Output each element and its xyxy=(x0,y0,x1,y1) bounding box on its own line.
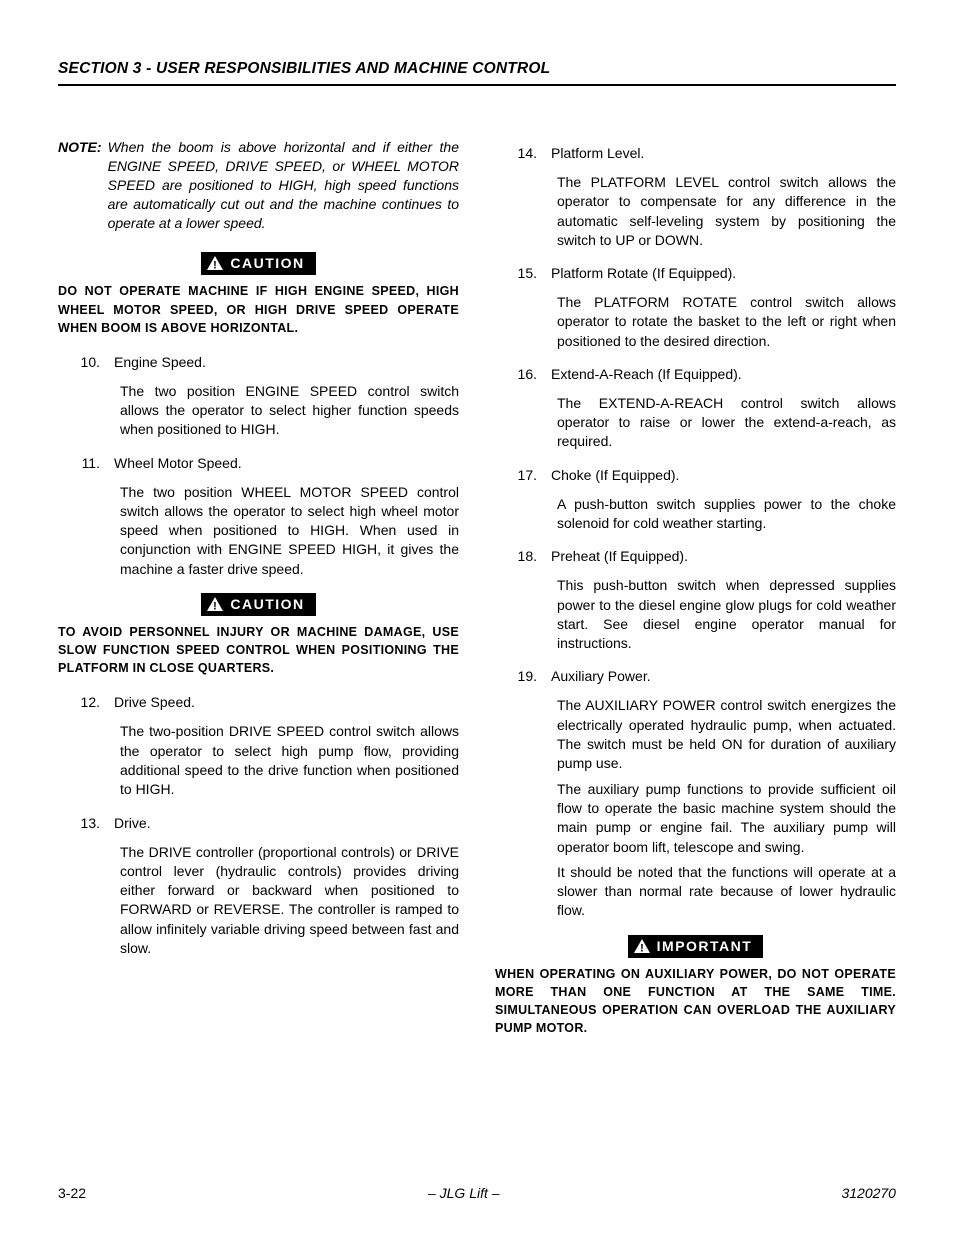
item-12-header: 12. Drive Speed. xyxy=(58,693,459,712)
important-badge: ! IMPORTANT xyxy=(628,935,764,958)
note-block: NOTE: When the boom is above horizontal … xyxy=(58,138,459,232)
item-15-body: The PLATFORM ROTATE control switch allow… xyxy=(495,293,896,351)
item-number: 17. xyxy=(517,466,551,485)
item-19-header: 19. Auxiliary Power. xyxy=(495,667,896,686)
item-number: 10. xyxy=(80,353,114,372)
item-number: 16. xyxy=(517,365,551,384)
important-badge-row: ! IMPORTANT xyxy=(495,935,896,959)
warning-icon: ! xyxy=(206,255,224,271)
item-number: 15. xyxy=(517,264,551,283)
header-rule xyxy=(58,84,896,86)
item-title: Wheel Motor Speed. xyxy=(114,454,459,473)
footer-center: – JLG Lift – xyxy=(428,1185,500,1201)
item-13-body: The DRIVE controller (proportional contr… xyxy=(58,843,459,959)
left-column: NOTE: When the boom is above horizontal … xyxy=(58,138,459,1037)
caution-text-1: DO NOT OPERATE MACHINE IF HIGH ENGINE SP… xyxy=(58,282,459,336)
warning-icon: ! xyxy=(206,596,224,612)
svg-text:!: ! xyxy=(214,260,218,272)
item-19-body-2: The auxiliary pump functions to provide … xyxy=(495,780,896,857)
content-columns: NOTE: When the boom is above horizontal … xyxy=(58,138,896,1037)
item-title: Preheat (If Equipped). xyxy=(551,547,896,566)
item-14-body: The PLATFORM LEVEL control switch allows… xyxy=(495,173,896,250)
section-title: SECTION 3 - USER RESPONSIBILITIES AND MA… xyxy=(58,60,896,78)
item-number: 12. xyxy=(80,693,114,712)
item-title: Auxiliary Power. xyxy=(551,667,896,686)
item-10-header: 10. Engine Speed. xyxy=(58,353,459,372)
important-text: WHEN OPERATING ON AUXILIARY POWER, DO NO… xyxy=(495,965,896,1038)
footer-right: 3120270 xyxy=(841,1185,896,1201)
item-title: Engine Speed. xyxy=(114,353,459,372)
caution-badge: ! CAUTION xyxy=(201,252,315,275)
item-13-header: 13. Drive. xyxy=(58,814,459,833)
item-15-header: 15. Platform Rotate (If Equipped). xyxy=(495,264,896,283)
item-title: Platform Rotate (If Equipped). xyxy=(551,264,896,283)
caution-badge-row-1: ! CAUTION xyxy=(58,252,459,276)
item-number: 14. xyxy=(517,144,551,163)
caution-badge: ! CAUTION xyxy=(201,593,315,616)
item-title: Platform Level. xyxy=(551,144,896,163)
note-text: When the boom is above horizontal and if… xyxy=(108,138,459,232)
caution-label: CAUTION xyxy=(230,255,304,271)
right-column: 14. Platform Level. The PLATFORM LEVEL c… xyxy=(495,138,896,1037)
item-11-body: The two position WHEEL MOTOR SPEED contr… xyxy=(58,483,459,580)
item-number: 11. xyxy=(80,454,114,473)
svg-text:!: ! xyxy=(214,601,218,613)
item-11-header: 11. Wheel Motor Speed. xyxy=(58,454,459,473)
caution-text-2: TO AVOID PERSONNEL INJURY OR MACHINE DAM… xyxy=(58,623,459,677)
item-number: 18. xyxy=(517,547,551,566)
item-title: Drive. xyxy=(114,814,459,833)
caution-badge-row-2: ! CAUTION xyxy=(58,593,459,617)
page: SECTION 3 - USER RESPONSIBILITIES AND MA… xyxy=(0,0,954,1235)
item-number: 19. xyxy=(517,667,551,686)
note-label: NOTE: xyxy=(58,138,108,232)
item-title: Choke (If Equipped). xyxy=(551,466,896,485)
item-16-body: The EXTEND-A-REACH control switch allows… xyxy=(495,394,896,452)
svg-text:!: ! xyxy=(640,942,644,954)
item-12-body: The two-position DRIVE SPEED control swi… xyxy=(58,722,459,799)
item-title: Extend-A-Reach (If Equipped). xyxy=(551,365,896,384)
item-17-header: 17. Choke (If Equipped). xyxy=(495,466,896,485)
item-number: 13. xyxy=(80,814,114,833)
item-17-body: A push-button switch supplies power to t… xyxy=(495,495,896,534)
item-10-body: The two position ENGINE SPEED control sw… xyxy=(58,382,459,440)
caution-label: CAUTION xyxy=(230,596,304,612)
item-19-body-1: The AUXILIARY POWER control switch energ… xyxy=(495,696,896,773)
item-19-body-3: It should be noted that the functions wi… xyxy=(495,863,896,921)
item-14-header: 14. Platform Level. xyxy=(495,144,896,163)
important-label: IMPORTANT xyxy=(657,938,753,954)
item-18-header: 18. Preheat (If Equipped). xyxy=(495,547,896,566)
footer-left: 3-22 xyxy=(58,1185,86,1201)
item-16-header: 16. Extend-A-Reach (If Equipped). xyxy=(495,365,896,384)
item-title: Drive Speed. xyxy=(114,693,459,712)
footer: 3-22 – JLG Lift – 3120270 xyxy=(58,1185,896,1201)
item-18-body: This push-button switch when depressed s… xyxy=(495,576,896,653)
warning-icon: ! xyxy=(633,938,651,954)
